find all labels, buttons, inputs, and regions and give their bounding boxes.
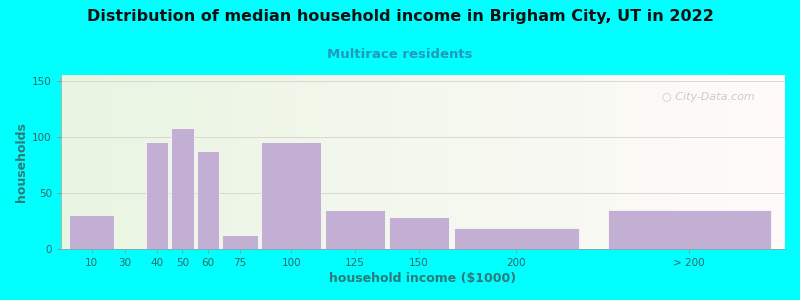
Bar bbox=[325, 210, 386, 249]
Bar bbox=[197, 151, 219, 249]
Bar bbox=[222, 235, 258, 249]
Bar bbox=[146, 142, 168, 249]
Bar bbox=[69, 215, 114, 249]
Bar bbox=[389, 218, 450, 249]
Text: ○ City-Data.com: ○ City-Data.com bbox=[662, 92, 754, 102]
Bar bbox=[171, 128, 194, 249]
Y-axis label: households: households bbox=[15, 122, 28, 202]
Text: Distribution of median household income in Brigham City, UT in 2022: Distribution of median household income … bbox=[86, 9, 714, 24]
Bar bbox=[607, 210, 770, 249]
X-axis label: household income ($1000): household income ($1000) bbox=[330, 272, 517, 285]
Text: Multirace residents: Multirace residents bbox=[327, 48, 473, 61]
Bar bbox=[261, 142, 322, 249]
Bar bbox=[454, 227, 579, 249]
